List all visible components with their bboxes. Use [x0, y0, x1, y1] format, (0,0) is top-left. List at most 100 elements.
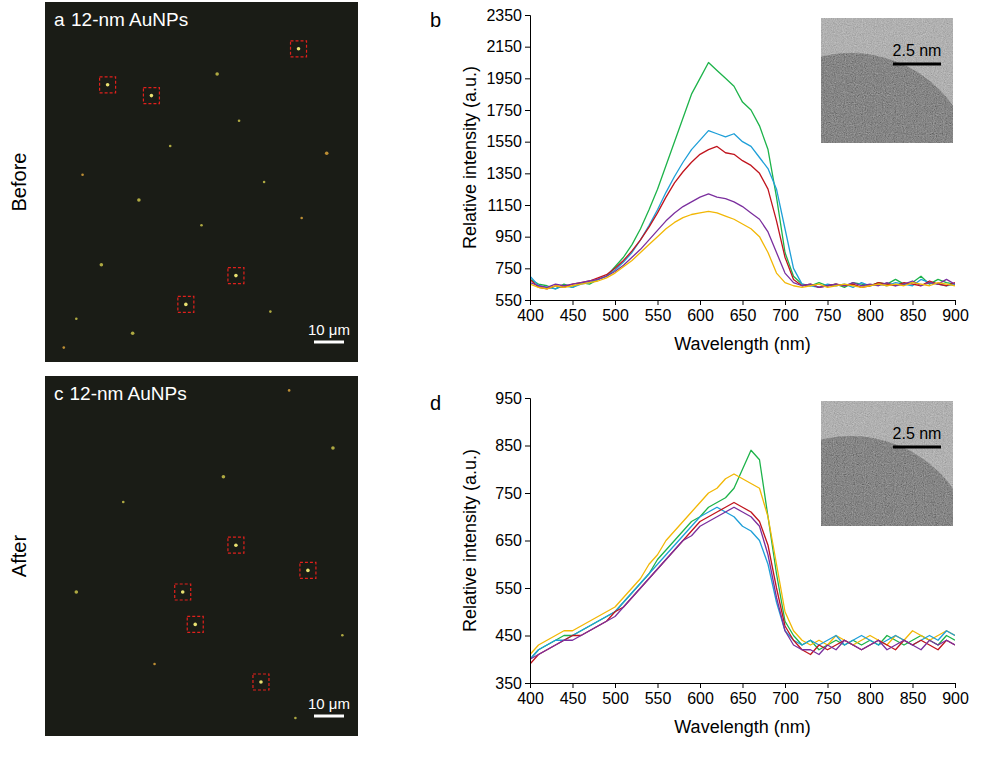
tick-label: 900: [942, 690, 969, 707]
panel-letter: c: [54, 383, 64, 404]
tem-particle: [821, 53, 953, 143]
spectrum-line: [530, 131, 955, 289]
tick: 750: [495, 485, 530, 502]
selection-box: [187, 616, 203, 632]
particle: [131, 331, 135, 335]
tick-label: 1950: [486, 70, 522, 87]
axis-line: [525, 399, 531, 684]
tick-mark: [700, 300, 701, 305]
selection-box: [253, 674, 269, 690]
scale-bar: [314, 341, 344, 344]
micrograph: [45, 376, 358, 736]
spectrum-line: [530, 194, 955, 287]
tick-label: 500: [602, 307, 629, 324]
tick-label: 1750: [486, 102, 522, 119]
tick: 550: [645, 300, 672, 324]
spectrum-line: [530, 211, 955, 289]
tick-mark: [743, 683, 744, 688]
tick-label: 550: [495, 292, 522, 309]
particle: [81, 174, 84, 177]
tick-label: 400: [517, 690, 544, 707]
panel-title: 12-nm AuNPs: [70, 383, 187, 404]
selection-box: [228, 268, 244, 284]
tick-mark: [573, 300, 574, 305]
selection-box: [100, 77, 116, 93]
selection-box: [178, 296, 194, 312]
tick-mark: [700, 683, 701, 688]
tick: 700: [772, 683, 799, 707]
axis-line: [531, 684, 956, 689]
spectrum-line: [530, 146, 955, 288]
tick: 600: [687, 683, 714, 707]
tick: 450: [560, 683, 587, 707]
tick: 1350: [486, 165, 530, 182]
tick-label: 750: [495, 260, 522, 277]
tick-label: 650: [730, 307, 757, 324]
tem-inset: [821, 18, 953, 143]
scale-bar-label: 10 μm: [308, 321, 350, 338]
tick: 1150: [488, 197, 530, 214]
tick-mark: [615, 683, 616, 688]
tick: 550: [645, 683, 672, 707]
tick-mark: [525, 493, 530, 494]
tick: 550: [495, 580, 530, 597]
tick-label: 350: [495, 675, 522, 692]
tick-mark: [525, 205, 530, 206]
tick-mark: [525, 300, 530, 301]
tick: 1550: [486, 133, 530, 150]
axis-line: [525, 16, 531, 301]
particle: [234, 274, 238, 278]
y-axis: 5507509501150135015501750195021502350: [486, 7, 530, 309]
tick-label: 650: [730, 690, 757, 707]
tick: 950: [495, 390, 530, 407]
tick-mark: [785, 300, 786, 305]
particle: [294, 717, 297, 720]
tick-label: 450: [560, 307, 587, 324]
tick-label: 750: [495, 485, 522, 502]
tick-mark: [525, 15, 530, 16]
tick-label: 700: [772, 690, 799, 707]
tick: 1750: [486, 102, 530, 119]
particle: [122, 501, 125, 504]
tick-mark: [870, 683, 871, 688]
tick-mark: [525, 636, 530, 637]
tick: 650: [730, 683, 757, 707]
tick-label: 1350: [486, 165, 522, 182]
tick: 750: [495, 260, 530, 277]
tick-label: 950: [495, 228, 522, 245]
tick-mark: [870, 300, 871, 305]
particle: [331, 446, 335, 450]
tick-mark: [785, 683, 786, 688]
tick-mark: [525, 588, 530, 589]
tick-label: 450: [495, 627, 522, 644]
tick-label: 450: [560, 690, 587, 707]
tick: 800: [857, 683, 884, 707]
scale-bar: [314, 715, 344, 718]
panel-letter: b: [430, 9, 441, 31]
particle: [75, 590, 79, 594]
axis-line: [531, 301, 956, 306]
tick-label: 550: [645, 307, 672, 324]
tick-mark: [658, 683, 659, 688]
selection-box: [291, 41, 307, 57]
tick: 450: [495, 627, 530, 644]
spectrum-panel: 4004505005506006507007508008509005507509…: [430, 7, 976, 354]
tick-mark: [525, 237, 530, 238]
tick-label: 1150: [488, 197, 523, 214]
tick-label: 600: [687, 690, 714, 707]
tick-label: 650: [495, 532, 522, 549]
scale-bar-label: 10 μm: [308, 695, 350, 712]
tick-label: 1550: [486, 133, 522, 150]
particle: [238, 120, 241, 123]
tick: 950: [495, 228, 530, 245]
particle: [325, 151, 329, 155]
tick-label: 900: [942, 307, 969, 324]
y-axis-title: Relative intensity (a.u.): [460, 66, 480, 249]
tick-mark: [913, 300, 914, 305]
tick: 500: [602, 683, 629, 707]
tick-mark: [525, 47, 530, 48]
spectrum-line: [530, 507, 955, 659]
x-axis: 400450500550600650700750800850900: [517, 683, 969, 707]
particle: [137, 198, 141, 202]
particle: [263, 181, 266, 184]
